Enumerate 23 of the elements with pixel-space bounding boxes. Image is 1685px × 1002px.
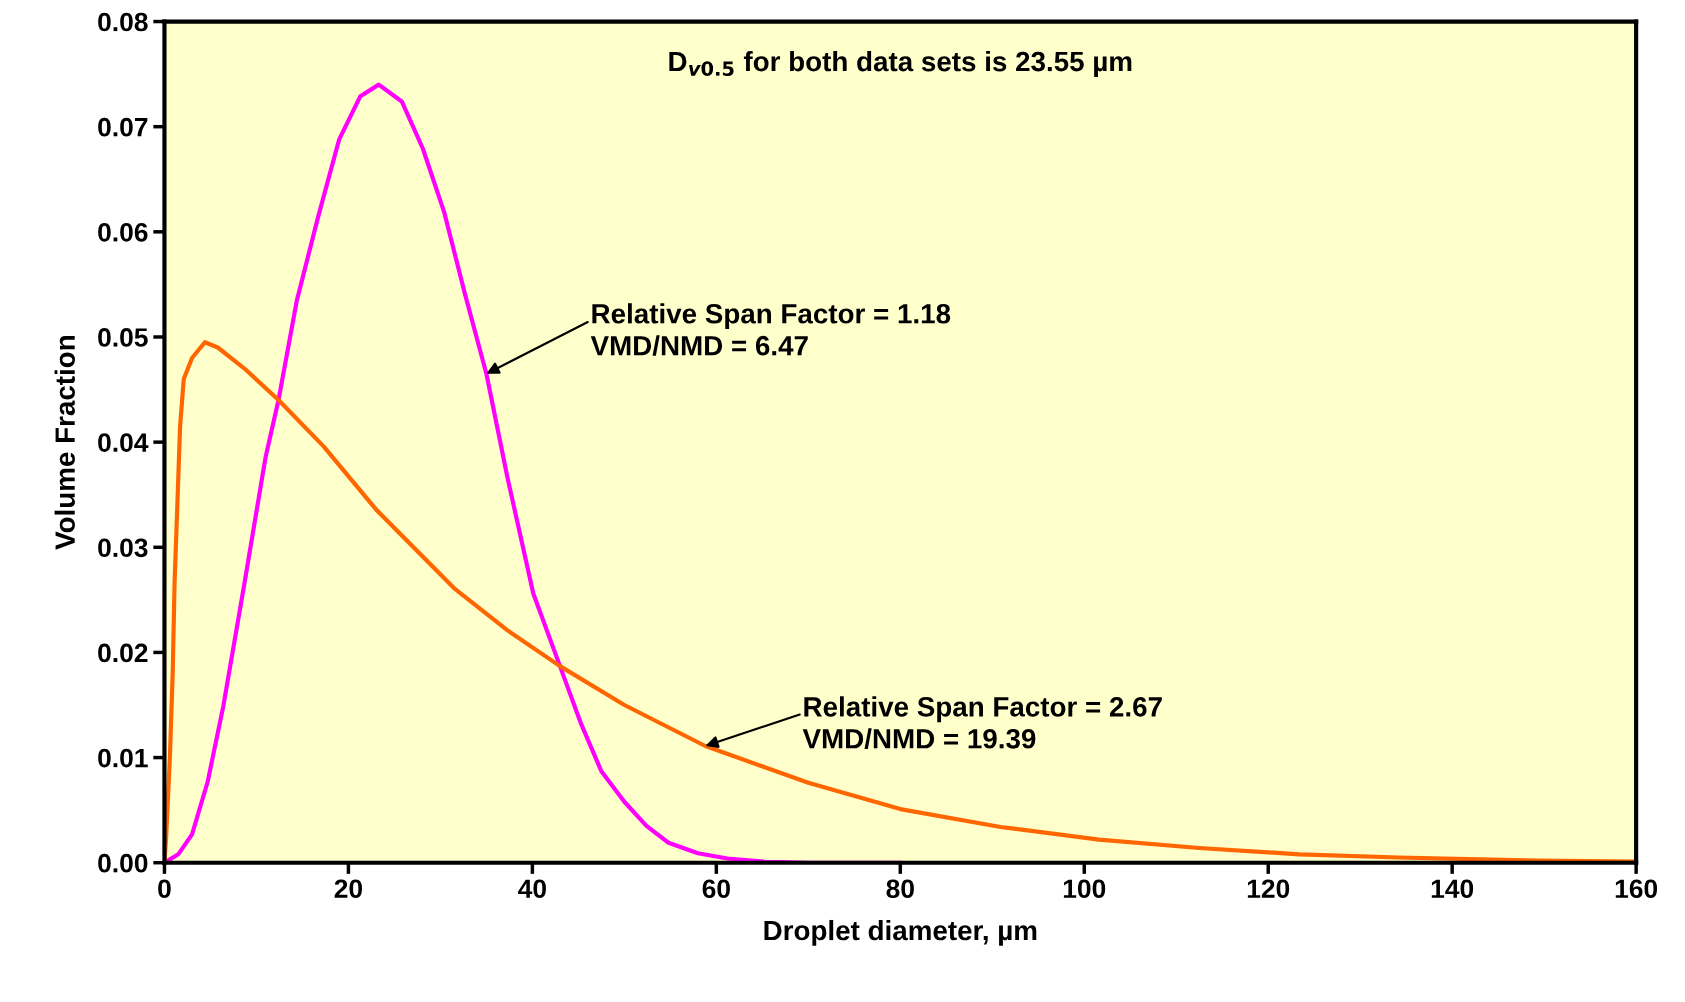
y-axis-title: Volume Fraction <box>54 336 75 550</box>
x-tick-label: 140 <box>1431 879 1474 899</box>
x-tick-label: 80 <box>886 879 914 899</box>
x-tick-label: 20 <box>334 879 363 899</box>
y-tick-label: 0.01 <box>98 748 148 768</box>
y-tick-label: 0.02 <box>98 643 148 663</box>
x-tick-label: 60 <box>702 879 730 899</box>
y-tick-label: 0.04 <box>98 433 149 452</box>
x-axis-title: Droplet diameter, µm <box>764 919 1037 946</box>
y-tick-label: 0.07 <box>98 117 148 137</box>
y-tick-label: 0.03 <box>98 538 148 558</box>
y-tick-label: 0.05 <box>98 328 148 347</box>
x-tick-label: 0 <box>158 879 171 899</box>
x-tick-label: 100 <box>1063 879 1106 899</box>
y-tick-label: 0.00 <box>98 853 148 873</box>
x-tick-label: 40 <box>518 879 546 899</box>
y-tick-label: 0.08 <box>98 12 148 32</box>
x-tick-label: 120 <box>1247 879 1290 899</box>
annotation: D$_{v0.5}$ for both data sets is 23.55 µm <box>669 50 1132 77</box>
annotation: Relative Span Factor = 2.67 VMD/NMD = 19.39 <box>802 696 1162 749</box>
x-tick-label: 160 <box>1615 879 1658 899</box>
y-tick-label: 0.06 <box>98 222 148 242</box>
annotation: Relative Span Factor = 1.18 VMD/NMD = 6.47 <box>590 303 951 356</box>
